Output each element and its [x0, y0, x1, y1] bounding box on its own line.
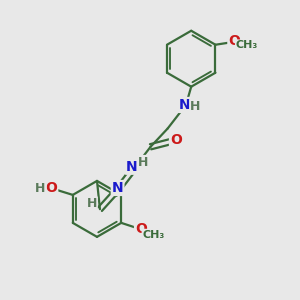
Text: N: N [126, 160, 138, 174]
Text: N: N [112, 181, 123, 195]
Text: O: O [45, 182, 57, 195]
Text: H: H [190, 100, 200, 113]
Text: H: H [86, 197, 97, 210]
Text: O: O [170, 133, 182, 147]
Text: CH₃: CH₃ [142, 230, 165, 240]
Text: H: H [138, 156, 149, 169]
Text: N: N [178, 98, 190, 112]
Text: O: O [228, 34, 240, 48]
Text: CH₃: CH₃ [236, 40, 258, 50]
Text: H: H [35, 182, 46, 195]
Text: O: O [135, 222, 147, 236]
